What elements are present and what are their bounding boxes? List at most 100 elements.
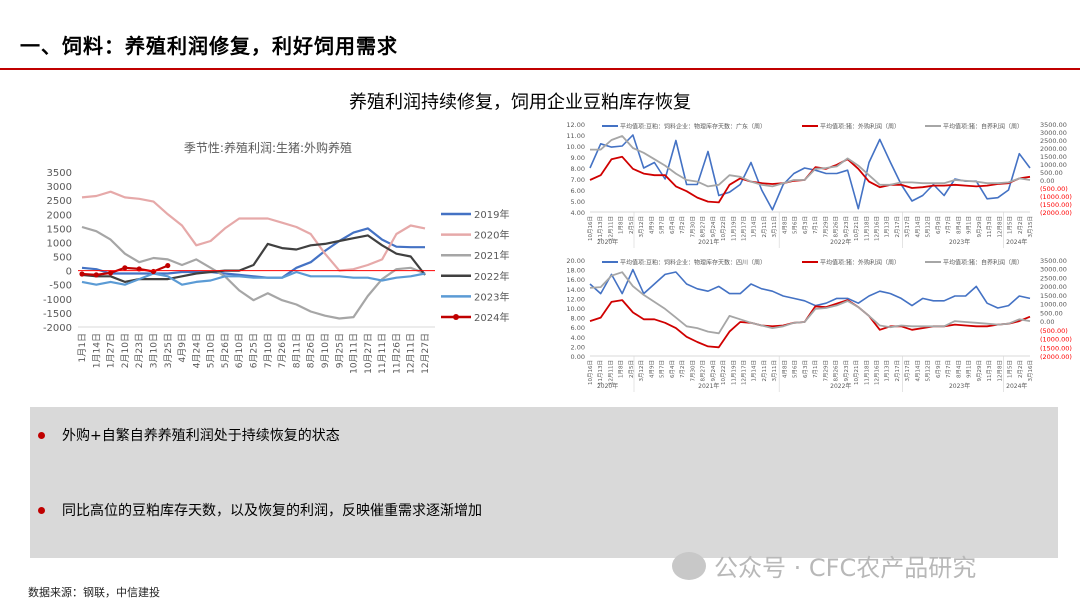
legend-label: 平均值项:豆粕：饲料企业：物理库存天数：四川（周） [620,259,766,267]
x-tick-label: 12月8日 [996,216,1003,238]
x-tick-label: 9月24日 [710,360,717,382]
x-tick-label: 10月21日 [853,360,860,385]
y-right-tick-label: 500.00 [1040,169,1063,177]
x-tick-label: 1月5日 [1007,360,1014,378]
y-right-tick-label: 3500.00 [1040,257,1067,265]
y-left-tick-label: 12.00 [566,295,585,303]
year-label: 2022年 [830,382,851,390]
x-tick-label: 9月25日 [334,333,345,368]
x-tick-label: 4月14日 [914,360,921,382]
y-right-tick-label: 500.00 [1040,309,1063,317]
guangdong-inventory-profit-chart: 12.00 11.00 10.00 9.00 8.00 7.00 6.00 5.00 4.00 3… [566,121,1072,248]
y-right-tick-label: 2000.00 [1040,283,1067,291]
x-tick-label: 6月3日 [802,216,809,234]
x-tick-label: 1月13日 [884,360,891,382]
y-left-tick-label: 9.00 [571,154,585,162]
x-tick-label: 2月11日 [761,216,768,238]
year-label: 2024年 [1006,382,1027,390]
x-tick-label: 12月16日 [874,360,881,385]
y-tick-label: -1000 [43,295,72,306]
y-right-tick-label: 0.00 [1040,318,1054,326]
y-left-tick-label: 6.00 [571,187,585,195]
y-tick-label: 1500 [47,224,72,235]
x-tick-label: 7月29日 [822,216,829,238]
x-tick-label: 9月29日 [976,216,983,238]
x-tick-label: 5月10日 [206,333,217,368]
x-tick-label: 3月17日 [904,360,911,382]
series-line-2023年 [81,270,426,286]
page-title: 一、饲料：养殖利润修复，利好饲用需求 [20,34,398,58]
x-tick-label: 4月8日 [781,216,788,234]
x-tick-label: 12月11日 [406,333,417,374]
x-tick-label: 10月21日 [853,216,860,241]
year-label: 2020年 [597,382,618,390]
x-tick-label: 4月14日 [914,216,921,238]
y-right-tick-label: 1000.00 [1040,301,1067,309]
x-tick-label: 3月16日 [1027,360,1034,382]
x-tick-label: 3月11日 [771,360,778,382]
x-tick-label: 4月9日 [648,216,655,234]
x-tick-label: 7月30日 [689,216,696,238]
x-tick-label: 6月4日 [669,360,676,378]
x-tick-label: 5月6日 [792,216,799,234]
x-tick-label: 7月2日 [679,216,686,234]
x-tick-label: 2月17日 [894,360,901,382]
wechat-icon [672,551,706,580]
x-tick-label: 2月10日 [120,333,131,368]
data-source: 数据来源：钢联，中信建投 [28,586,160,599]
legend-label: 2021年 [474,249,509,262]
x-tick-label: 2月17日 [894,216,901,238]
x-tick-label: 3月17日 [904,216,911,238]
legend-label: 2024年 [474,311,509,324]
y-right-tick-label: 2500.00 [1040,274,1067,282]
x-tick-label: 11月3日 [986,360,993,382]
legend-label: 平均值项:猪：自养利润（周） [943,123,1023,131]
y-left-tick-label: 0.00 [571,353,585,361]
bullet-dot-icon [38,431,45,439]
x-tick-label: 8月4日 [955,216,962,234]
x-tick-label: 11月3日 [986,216,993,238]
x-tick-label: 8月11日 [291,333,302,368]
x-tick-label: 12月17日 [740,360,747,385]
x-tick-label: 9月29日 [976,360,983,382]
x-tick-label: 5月12日 [925,216,932,238]
series-line [589,299,1031,349]
y-tick-label: 0 [66,267,72,278]
x-tick-label: 3月15日 [1027,216,1034,238]
y-left-tick-label: 11.00 [566,132,585,140]
year-label: 2021年 [698,382,719,390]
y-tick-label: 1000 [47,238,72,249]
x-tick-label: 2月11日 [761,360,768,382]
data-point-marker [79,271,85,277]
y-left-tick-label: 12.00 [566,121,585,129]
x-tick-label: 11月19日 [730,216,737,241]
data-point-marker [107,270,114,276]
x-tick-label: 11月18日 [863,216,870,241]
x-tick-label: 1月14日 [751,216,758,238]
x-tick-label: 5月26日 [220,333,231,368]
x-tick-label: 11月26日 [391,333,402,374]
y-right-tick-label: 2000.00 [1040,145,1067,153]
y-right-tick-label: 3500.00 [1040,121,1067,129]
x-tick-label: 3月12日 [638,216,645,238]
x-tick-label: 9月23日 [843,360,850,382]
data-point-marker [165,262,171,269]
x-tick-label: 5月6日 [792,360,799,378]
legend-label: 平均值项:豆粕：饲料企业：物理库存天数：广东（周） [620,123,766,131]
y-right-tick-label: (500.00) [1040,327,1068,335]
x-tick-label: 3月25日 [163,333,174,368]
legend-label: 2023年 [474,290,509,303]
y-right-tick-label: 3000.00 [1040,129,1067,137]
y-left-tick-label: 18.00 [566,267,585,275]
x-tick-label: 1月14日 [751,360,758,382]
legend-label: 平均值项:猪：外购利润（周） [820,259,900,267]
x-tick-label: 7月2日 [679,360,686,378]
y-left-tick-label: 8.00 [571,315,585,323]
y-right-tick-label: (500.00) [1040,185,1068,193]
x-tick-label: 2月2日 [1017,360,1024,378]
series-line-2019年 [81,227,425,279]
section-subtitle: 养殖利润持续修复，饲用企业豆粕库存恢复 [349,92,691,113]
x-tick-label: 9月23日 [843,216,850,238]
x-tick-label: 11月11日 [377,333,388,374]
y-right-tick-label: 0.00 [1040,177,1054,185]
